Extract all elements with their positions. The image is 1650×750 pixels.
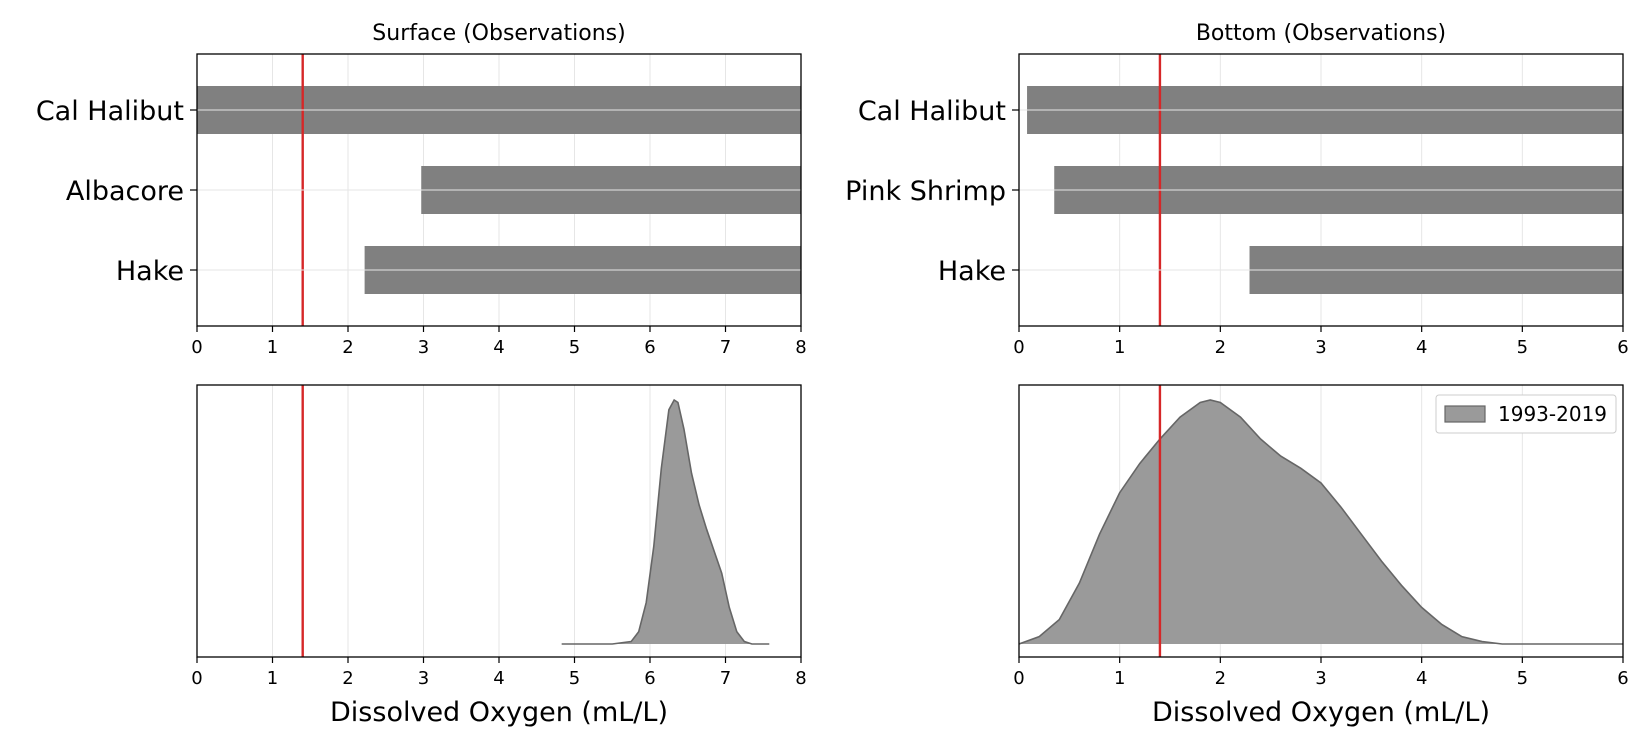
legend-label: 1993-2019 — [1498, 402, 1607, 426]
panel-bottom-density: Dissolved Oxygen (mL/L) 1993-2019 0 1 2 3 4 5 6 — [1013, 384, 1629, 728]
category-label: Hake — [116, 256, 184, 287]
xtick-label: 4 — [1416, 668, 1427, 689]
xtick-label: 4 — [1416, 337, 1427, 358]
xtick-label: 1 — [1114, 668, 1125, 689]
xtick-label: 2 — [1215, 668, 1226, 689]
xtick-label: 5 — [1517, 668, 1528, 689]
legend-swatch — [1444, 405, 1486, 423]
x-axis-label: Dissolved Oxygen (mL/L) — [330, 697, 668, 728]
xtick-label: 6 — [644, 668, 655, 689]
category-label: Cal Halibut — [36, 96, 184, 127]
xtick-label: 3 — [418, 668, 429, 689]
xtick-label: 0 — [1013, 668, 1024, 689]
plot-area — [301, 385, 770, 657]
category-label: Pink Shrimp — [845, 176, 1006, 207]
xtick-label: 6 — [644, 337, 655, 358]
xtick-label: 0 — [191, 337, 202, 358]
xtick-label: 1 — [267, 668, 278, 689]
xtick-label: 2 — [342, 668, 353, 689]
category-label: Hake — [938, 256, 1006, 287]
plot-area — [1019, 385, 1623, 657]
xtick-label: 6 — [1617, 668, 1628, 689]
category-label: Albacore — [66, 176, 184, 207]
density-area — [1019, 400, 1623, 644]
panel-surface-obs: Cal Halibut Albacore Hake Surface (Observat… — [36, 21, 807, 358]
category-label: Cal Halibut — [858, 96, 1006, 127]
xtick-label: 3 — [1315, 668, 1326, 689]
xtick-label: 0 — [191, 668, 202, 689]
legend-box — [1435, 394, 1617, 434]
xtick-label: 2 — [342, 337, 353, 358]
xtick-label: 5 — [1517, 337, 1528, 358]
xtick-label: 1 — [267, 337, 278, 358]
xtick-label: 2 — [1215, 337, 1226, 358]
legend: 1993-2019 — [1435, 394, 1617, 434]
axes-frame — [1018, 384, 1624, 658]
xtick-label: 7 — [720, 668, 731, 689]
xtick-label: 5 — [569, 337, 580, 358]
xtick-label: 8 — [795, 668, 806, 689]
axes-frame — [1018, 53, 1624, 327]
xtick-label: 6 — [1617, 337, 1628, 358]
xtick-label: 8 — [795, 337, 806, 358]
panel-surface-density: Dissolved Oxygen (mL/L) 0 1 2 3 4 5 6 7 8 — [191, 384, 807, 728]
axes-frame — [196, 384, 802, 658]
axes-frame — [196, 53, 802, 327]
xtick-label: 5 — [569, 668, 580, 689]
panel-bottom-obs: Cal Halibut Pink Shrimp Hake Bottom (Observ… — [845, 21, 1629, 358]
density-line — [1019, 399, 1623, 645]
xtick-label: 3 — [418, 337, 429, 358]
xtick-label: 4 — [493, 337, 504, 358]
density-area — [561, 400, 770, 644]
chart-title: Surface (Observations) — [372, 21, 625, 46]
xtick-label: 0 — [1013, 337, 1024, 358]
density-line — [561, 398, 770, 645]
chart-title: Bottom (Observations) — [1196, 21, 1446, 46]
xtick-label: 7 — [720, 337, 731, 358]
xtick-label: 4 — [493, 668, 504, 689]
xtick-label: 3 — [1315, 337, 1326, 358]
x-axis-label: Dissolved Oxygen (mL/L) — [1152, 697, 1490, 728]
xtick-label: 1 — [1114, 337, 1125, 358]
